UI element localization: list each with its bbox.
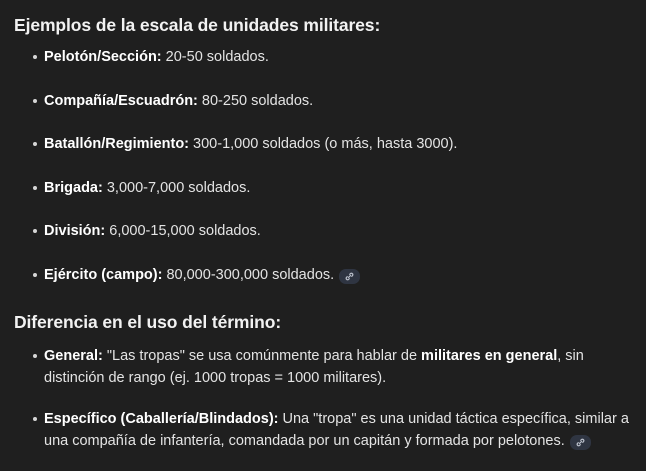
list-item-text: 20-50 soldados. bbox=[161, 49, 269, 66]
list-item-text: 300-1,000 soldados (o más, hasta 3000). bbox=[189, 136, 458, 153]
list-item-term: Específico (Caballería/Blindados): bbox=[44, 411, 279, 428]
list-item: Ejército (campo): 80,000-300,000 soldado… bbox=[14, 265, 632, 286]
section-heading-diferencia: Diferencia en el uso del término: bbox=[14, 312, 282, 333]
list-item: Específico (Caballería/Blindados): Una "… bbox=[14, 409, 632, 452]
list-item: División: 6,000-15,000 soldados. bbox=[14, 221, 632, 242]
list-item-text-before: "Las tropas" se usa comúnmente para habl… bbox=[102, 348, 422, 365]
list-item-text-after: , sin distinción de rango (ej. 1000 trop… bbox=[44, 348, 584, 386]
link-icon[interactable] bbox=[569, 434, 591, 450]
list-item: Batallón/Regimiento: 300-1,000 soldados … bbox=[14, 134, 632, 155]
list-item-term: General: bbox=[44, 348, 103, 365]
list-item-text: 3,000-7,000 soldados. bbox=[102, 179, 251, 196]
list-item-text: 80,000-300,000 soldados. bbox=[162, 266, 335, 283]
section-heading-escala: Ejemplos de la escala de unidades milita… bbox=[14, 15, 381, 35]
list-item-text: 6,000-15,000 soldados. bbox=[105, 223, 261, 240]
list-item: Pelotón/Sección: 20-50 soldados. bbox=[14, 47, 632, 68]
list-item: General: "Las tropas" se usa comúnmente … bbox=[14, 346, 632, 389]
list-item: Compañía/Escuadrón: 80-250 soldados. bbox=[14, 91, 632, 112]
link-icon[interactable] bbox=[339, 268, 361, 284]
list-item-term: Ejército (campo): bbox=[44, 266, 163, 283]
list-item-term: División: bbox=[44, 223, 106, 240]
list-item-text: 80-250 soldados. bbox=[197, 92, 314, 109]
military-scale-list: Pelotón/Sección: 20-50 soldados. Compañí… bbox=[14, 47, 632, 286]
list-item-text-before: Una "tropa" es una unidad táctica especí… bbox=[44, 411, 629, 449]
list-item-term: Pelotón/Sección: bbox=[44, 49, 162, 66]
list-item-emphasis: militares en general bbox=[421, 348, 558, 365]
list-item: Brigada: 3,000-7,000 soldados. bbox=[14, 178, 632, 199]
term-usage-list: General: "Las tropas" se usa comúnmente … bbox=[14, 346, 632, 452]
list-item-term: Compañía/Escuadrón: bbox=[44, 92, 198, 109]
list-item-term: Batallón/Regimiento: bbox=[44, 136, 190, 153]
list-item-term: Brigada: bbox=[44, 179, 103, 196]
